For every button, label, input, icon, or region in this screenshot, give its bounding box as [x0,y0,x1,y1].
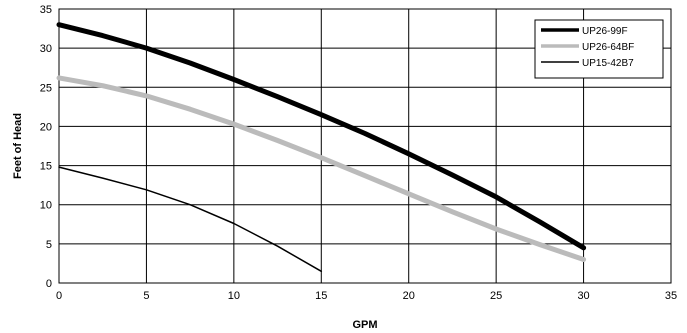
series-line-up26-99f [56,22,587,251]
y-tick-label: 35 [40,4,52,16]
legend-label: UP26-99F [582,26,628,37]
y-tick-label: 10 [40,200,52,212]
y-tick-label: 30 [40,43,52,55]
y-tick-label: 5 [46,239,52,251]
x-axis-title: GPM [352,319,377,331]
series-line-up26-64bf [56,75,587,262]
series-lines [56,22,587,273]
plot-area-border [58,8,672,284]
x-tick-labels: 0 5 10 15 20 25 30 35 [56,290,677,302]
legend-label: UP26-64BF [582,42,634,53]
y-tick-labels: 0 5 10 15 20 25 30 35 [40,4,52,290]
series-line-up15-42b7 [58,166,323,273]
x-tick-label: 25 [490,290,502,302]
y-tick-label: 15 [40,161,52,173]
grid [58,8,672,284]
x-tick-label: 15 [315,290,327,302]
y-tick-label: 20 [40,121,52,133]
x-tick-label: 5 [143,290,149,302]
y-tick-label: 25 [40,82,52,94]
x-tick-label: 10 [228,290,240,302]
legend-label: UP15-42B7 [582,58,634,69]
x-tick-label: 35 [665,290,677,302]
legend: UP26-99F UP26-64BF UP15-42B7 [534,19,664,79]
y-tick-label: 0 [46,278,52,290]
x-tick-label: 20 [403,290,415,302]
y-axis-title: Feet of Head [12,113,24,179]
x-tick-label: 30 [577,290,589,302]
x-tick-label: 0 [56,290,62,302]
